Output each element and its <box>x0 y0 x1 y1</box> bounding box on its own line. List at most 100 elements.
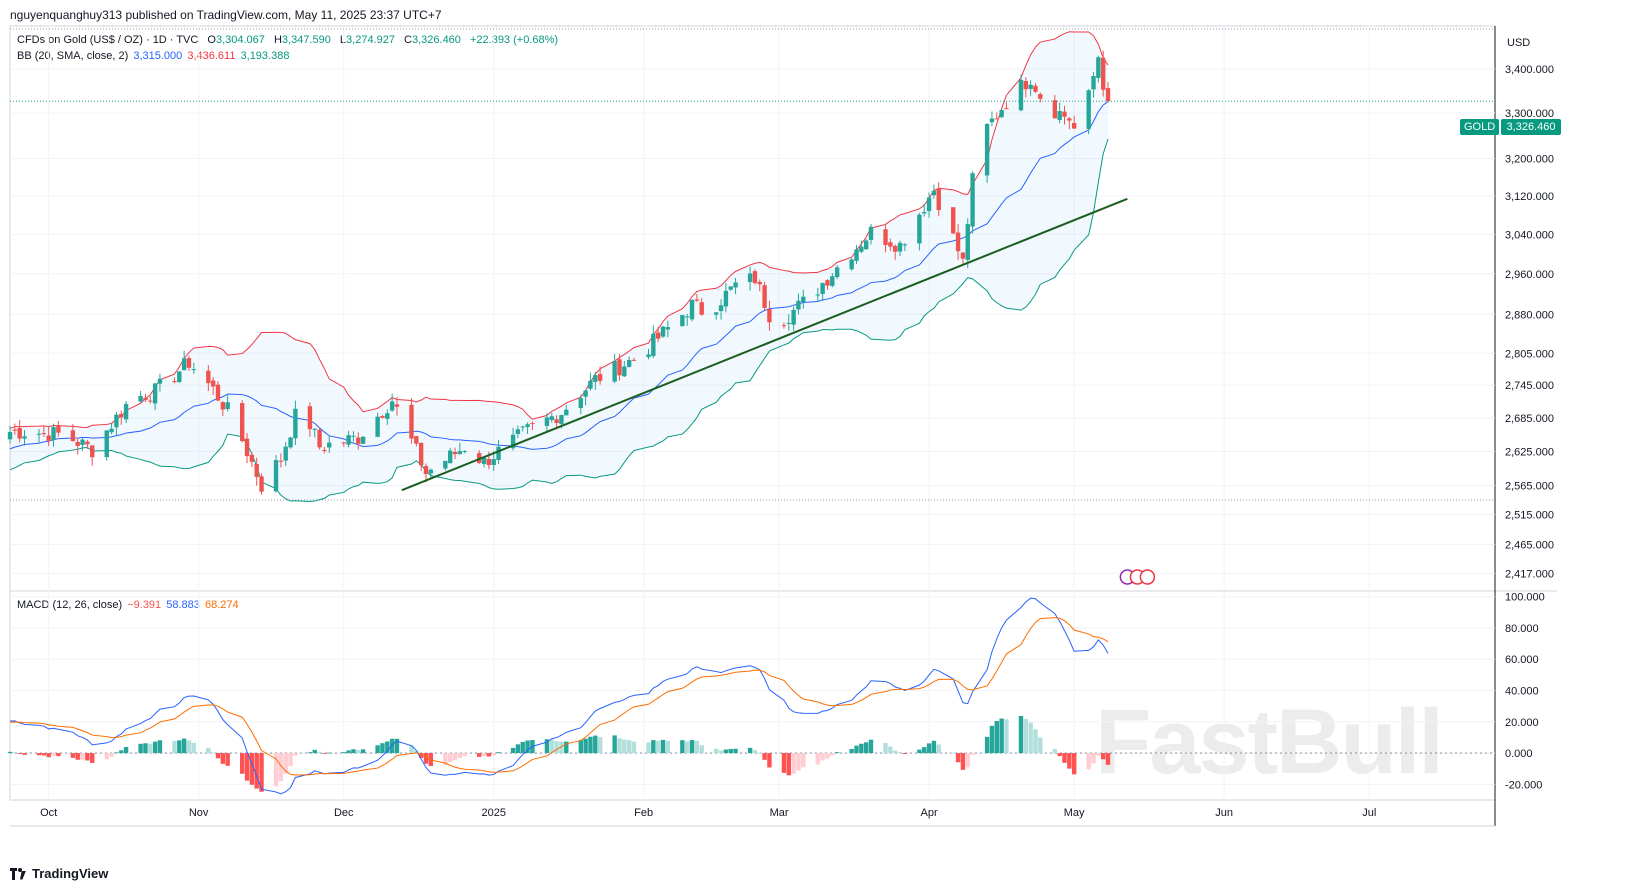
candle-body <box>718 305 724 312</box>
macd-histogram-bar <box>931 740 937 754</box>
macd-histogram-bar <box>747 747 753 754</box>
candle-body <box>17 427 22 439</box>
candle-body <box>868 226 874 240</box>
candle-body <box>181 358 187 371</box>
candle-body <box>767 309 772 323</box>
macd-histogram-bar <box>143 743 148 754</box>
candle-body <box>481 457 487 464</box>
candle-body <box>75 441 80 446</box>
candle-body <box>322 450 327 452</box>
macd-histogram-bar <box>863 742 869 754</box>
macd-histogram-bar <box>655 740 661 754</box>
candle-body <box>138 395 143 402</box>
change-value: +22.393 (+0.68%) <box>469 34 559 46</box>
candle-body <box>728 286 733 290</box>
currency-label[interactable]: USD <box>1507 37 1531 49</box>
candle-body <box>70 430 76 442</box>
macd-histogram-bar <box>515 744 521 754</box>
candle-body <box>689 299 695 320</box>
candle-body <box>273 460 279 492</box>
candle-body <box>984 124 990 176</box>
time-tick-label: 2025 <box>481 807 505 819</box>
macd-histogram-bar <box>360 749 366 754</box>
candle-body <box>762 285 767 308</box>
macd-label[interactable]: MACD (12, 26, close) <box>17 599 123 611</box>
macd-histogram-bar <box>148 743 153 754</box>
price-tick-label: 2,565.000 <box>1505 481 1554 493</box>
candle-body <box>148 400 153 402</box>
bb-upper-value: 3,436.611 <box>187 50 236 62</box>
macd-histogram-bar <box>825 753 830 759</box>
candle-body <box>114 414 119 428</box>
candle-body <box>655 332 661 339</box>
price-tick-label: 3,040.000 <box>1505 229 1554 241</box>
macd-histogram-bar <box>385 741 390 754</box>
candle-body <box>1091 75 1096 90</box>
candle-body <box>177 371 182 382</box>
event-flag-icon[interactable] <box>1139 569 1156 585</box>
macd-histogram-bar <box>210 752 216 754</box>
macd-histogram-bar <box>622 739 627 754</box>
time-tick-label: Dec <box>334 807 354 819</box>
high-value: 3,347.590 <box>281 34 331 46</box>
candle-body <box>955 232 961 252</box>
macd-tick-label: 60.000 <box>1505 654 1539 666</box>
candle-body <box>51 427 56 441</box>
open-label: O <box>207 34 216 46</box>
candle-body <box>283 446 288 461</box>
macd-histogram-bar <box>951 752 956 754</box>
macd-histogram-bar <box>288 753 293 767</box>
bb-label[interactable]: BB (20, SMA, close, 2) <box>17 50 129 62</box>
macd-histogram-bar <box>612 735 617 754</box>
tradingview-label: TradingView <box>32 866 109 881</box>
trend-line[interactable] <box>401 197 1128 492</box>
macd-histogram-bar <box>36 753 42 756</box>
candle-body <box>902 244 908 246</box>
candle-body <box>515 429 521 435</box>
macd-histogram-bar <box>114 752 119 754</box>
candle-body <box>733 282 738 288</box>
macd-histogram-bar <box>249 753 255 785</box>
candle-body <box>1038 94 1043 99</box>
candle-body <box>36 433 42 435</box>
macd-histogram-bar <box>186 740 192 754</box>
macd-histogram-bar <box>922 747 927 754</box>
macd-histogram-bar <box>496 752 501 754</box>
macd-histogram-bar <box>414 750 419 754</box>
high-label: H <box>273 34 282 46</box>
candle-body <box>564 409 569 416</box>
macd-line <box>9 597 1109 795</box>
macd-histogram-bar <box>723 749 729 754</box>
candle-body <box>239 403 245 442</box>
candle-body <box>922 211 927 214</box>
macd-histogram-bar <box>718 750 724 754</box>
footer-brand[interactable]: TradingView <box>10 866 108 881</box>
macd-histogram-bar <box>936 744 941 754</box>
candle-body <box>1004 108 1009 110</box>
candle-body <box>462 451 467 453</box>
macd-histogram-bar <box>583 738 588 754</box>
macd-histogram-bar <box>220 753 226 764</box>
candle-body <box>143 397 148 400</box>
candle-body <box>965 224 970 260</box>
candle-body <box>714 312 719 315</box>
macd-histogram-bar <box>728 748 733 754</box>
candle-body <box>341 442 346 444</box>
candle-body <box>926 197 932 212</box>
symbol-label[interactable]: CFDs on Gold (US$ / OZ) · 1D · TVC <box>17 34 199 46</box>
candle-body <box>293 408 298 439</box>
candle-body <box>931 190 937 196</box>
candle-body <box>801 296 806 303</box>
macd-histogram-bar <box>322 753 327 754</box>
macd-histogram-bar <box>994 721 999 754</box>
macd-histogram-bar <box>684 741 690 754</box>
macd-histogram-bar <box>177 740 182 754</box>
price-tick-label: 3,300.000 <box>1505 108 1554 120</box>
macd-histogram-bar <box>51 753 56 756</box>
bb-basis-value: 3,315.000 <box>133 50 183 62</box>
macd-histogram-bar <box>791 753 796 774</box>
candle-body <box>389 401 395 411</box>
candle-body <box>394 404 400 407</box>
macd-histogram-bar <box>883 743 888 754</box>
